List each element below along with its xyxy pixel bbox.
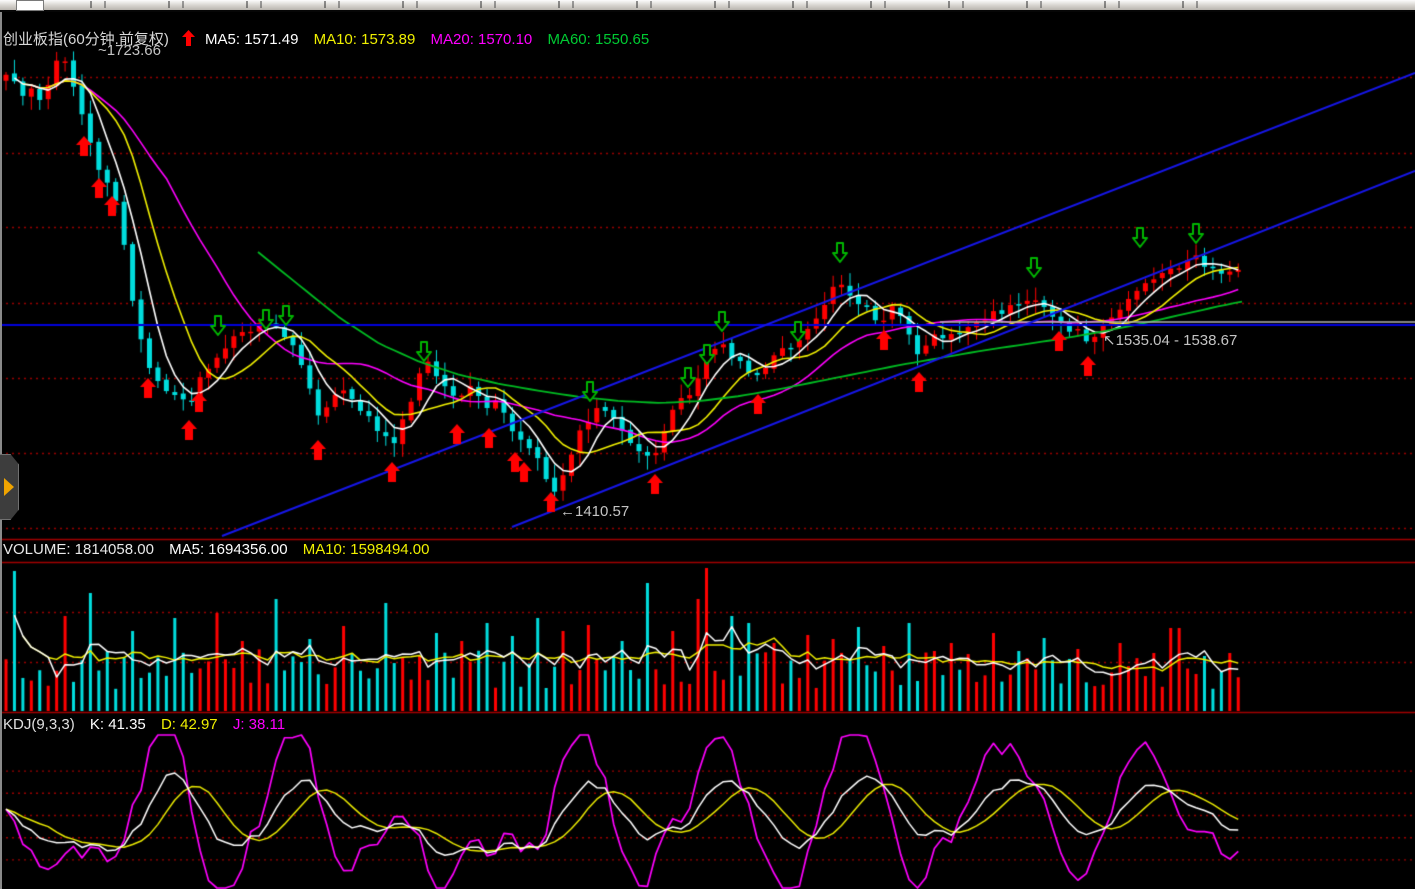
kdj-k-label: K: 41.35 xyxy=(89,716,146,733)
kdj-d-label: D: 42.97 xyxy=(160,716,218,733)
volume-value-label: VOLUME: 1814058.00 xyxy=(3,541,154,558)
panel-expand-handle[interactable] xyxy=(0,454,19,520)
low-price-annotation: ←1410.57 xyxy=(560,503,630,520)
kdj-title-label: KDJ(9,3,3) xyxy=(3,716,75,733)
toolbar-button-chip[interactable] xyxy=(16,0,44,11)
ma10-value-label: MA10: 1573.89 xyxy=(313,31,416,48)
ma20-value-label: MA20: 1570.10 xyxy=(430,31,533,48)
top-toolbar[interactable] xyxy=(0,0,1415,12)
ma5-value-label: MA5: 1571.49 xyxy=(205,31,299,48)
main-chart-header: 创业板指(60分钟.前复权) MA5: 1571.49 MA10: 1573.8… xyxy=(3,28,660,49)
instrument-title: 创业板指(60分钟.前复权) xyxy=(3,31,169,48)
peak-price-annotation: ~1723.66 xyxy=(98,42,161,59)
volume-ma5-label: MA5: 1694356.00 xyxy=(169,541,288,558)
window-left-border xyxy=(0,10,2,889)
volume-ma10-label: MA10: 1598494.00 xyxy=(302,541,430,558)
toolbar-clipped-text xyxy=(60,1,1255,8)
kdj-pane-header: KDJ(9,3,3) K: 41.35 D: 42.97 J: 38.11 xyxy=(3,716,296,733)
ma60-value-label: MA60: 1550.65 xyxy=(547,31,650,48)
expand-arrow-icon xyxy=(4,478,14,496)
volume-pane-header: VOLUME: 1814058.00 MA5: 1694356.00 MA10:… xyxy=(3,541,441,558)
up-arrow-icon xyxy=(181,30,195,46)
range-price-annotation: ↖1535.04 - 1538.67 xyxy=(1103,332,1238,349)
kdj-j-label: J: 38.11 xyxy=(232,716,286,733)
